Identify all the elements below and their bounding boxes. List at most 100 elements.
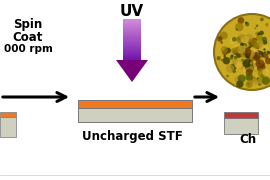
Circle shape	[255, 40, 257, 42]
Circle shape	[248, 39, 256, 47]
Bar	[78, 100, 192, 108]
Bar	[123, 51, 141, 52]
Circle shape	[262, 69, 269, 76]
Bar	[123, 22, 141, 23]
Circle shape	[230, 38, 237, 44]
Circle shape	[238, 17, 244, 24]
Circle shape	[246, 53, 250, 57]
Circle shape	[247, 49, 256, 58]
Circle shape	[236, 52, 242, 58]
Circle shape	[249, 48, 253, 52]
Circle shape	[268, 50, 270, 54]
Circle shape	[245, 34, 253, 42]
Circle shape	[258, 61, 262, 65]
Bar	[123, 40, 141, 42]
Text: 000 rpm: 000 rpm	[4, 44, 52, 54]
Circle shape	[250, 51, 256, 57]
Bar	[123, 28, 141, 29]
Text: Coat: Coat	[13, 31, 43, 44]
Circle shape	[236, 46, 245, 54]
Circle shape	[256, 59, 265, 68]
Circle shape	[258, 69, 266, 77]
Circle shape	[256, 43, 261, 48]
Circle shape	[245, 52, 251, 58]
Circle shape	[258, 82, 262, 86]
Circle shape	[248, 48, 255, 56]
Circle shape	[263, 48, 266, 51]
Circle shape	[221, 48, 224, 51]
Bar	[123, 26, 141, 27]
Bar	[123, 58, 141, 59]
Bar	[123, 33, 141, 34]
Circle shape	[245, 52, 252, 58]
Circle shape	[251, 42, 255, 46]
Circle shape	[246, 38, 251, 43]
Circle shape	[234, 61, 242, 69]
Circle shape	[241, 35, 249, 43]
Circle shape	[255, 60, 261, 66]
Circle shape	[232, 58, 238, 65]
Circle shape	[262, 40, 267, 45]
Circle shape	[245, 63, 254, 72]
Bar	[123, 20, 141, 21]
Circle shape	[241, 35, 248, 42]
Circle shape	[238, 75, 246, 83]
Circle shape	[248, 56, 253, 61]
Bar	[123, 42, 141, 43]
Text: Ch: Ch	[239, 133, 256, 146]
Bar	[123, 52, 141, 53]
Bar	[123, 50, 141, 51]
Circle shape	[245, 22, 249, 26]
Text: Spin: Spin	[14, 18, 43, 31]
Circle shape	[254, 43, 259, 49]
Circle shape	[251, 51, 254, 53]
Bar	[123, 44, 141, 45]
Bar	[123, 53, 141, 54]
Circle shape	[255, 49, 258, 52]
Circle shape	[234, 76, 241, 83]
Circle shape	[252, 51, 259, 58]
Circle shape	[260, 18, 264, 21]
Bar	[123, 35, 141, 36]
Bar	[123, 49, 141, 50]
Circle shape	[256, 50, 260, 54]
Circle shape	[260, 74, 264, 78]
Circle shape	[257, 22, 259, 24]
Circle shape	[240, 52, 245, 58]
Circle shape	[246, 47, 251, 52]
Circle shape	[267, 51, 270, 54]
Circle shape	[226, 64, 234, 73]
Circle shape	[257, 33, 260, 35]
Circle shape	[250, 40, 257, 47]
Circle shape	[222, 49, 228, 55]
Bar	[123, 55, 141, 56]
Bar	[123, 59, 141, 60]
Circle shape	[246, 57, 254, 65]
Circle shape	[258, 56, 262, 61]
Circle shape	[269, 58, 270, 61]
Circle shape	[255, 51, 257, 53]
Bar	[123, 57, 141, 58]
Circle shape	[234, 56, 238, 59]
Circle shape	[256, 40, 263, 48]
Bar	[224, 112, 258, 118]
Circle shape	[244, 58, 249, 63]
Circle shape	[252, 52, 261, 61]
Circle shape	[261, 65, 266, 69]
Circle shape	[236, 80, 244, 88]
Bar	[78, 108, 192, 122]
Circle shape	[247, 48, 254, 55]
Circle shape	[250, 62, 252, 65]
Circle shape	[260, 31, 264, 35]
Bar	[123, 24, 141, 25]
Bar	[123, 43, 141, 44]
Circle shape	[246, 74, 254, 82]
Circle shape	[251, 50, 254, 53]
Text: Uncharged STF: Uncharged STF	[82, 130, 182, 143]
Circle shape	[264, 50, 269, 55]
Circle shape	[247, 66, 253, 73]
Circle shape	[257, 78, 264, 84]
Circle shape	[226, 75, 229, 77]
Circle shape	[254, 27, 256, 30]
Circle shape	[230, 56, 233, 60]
